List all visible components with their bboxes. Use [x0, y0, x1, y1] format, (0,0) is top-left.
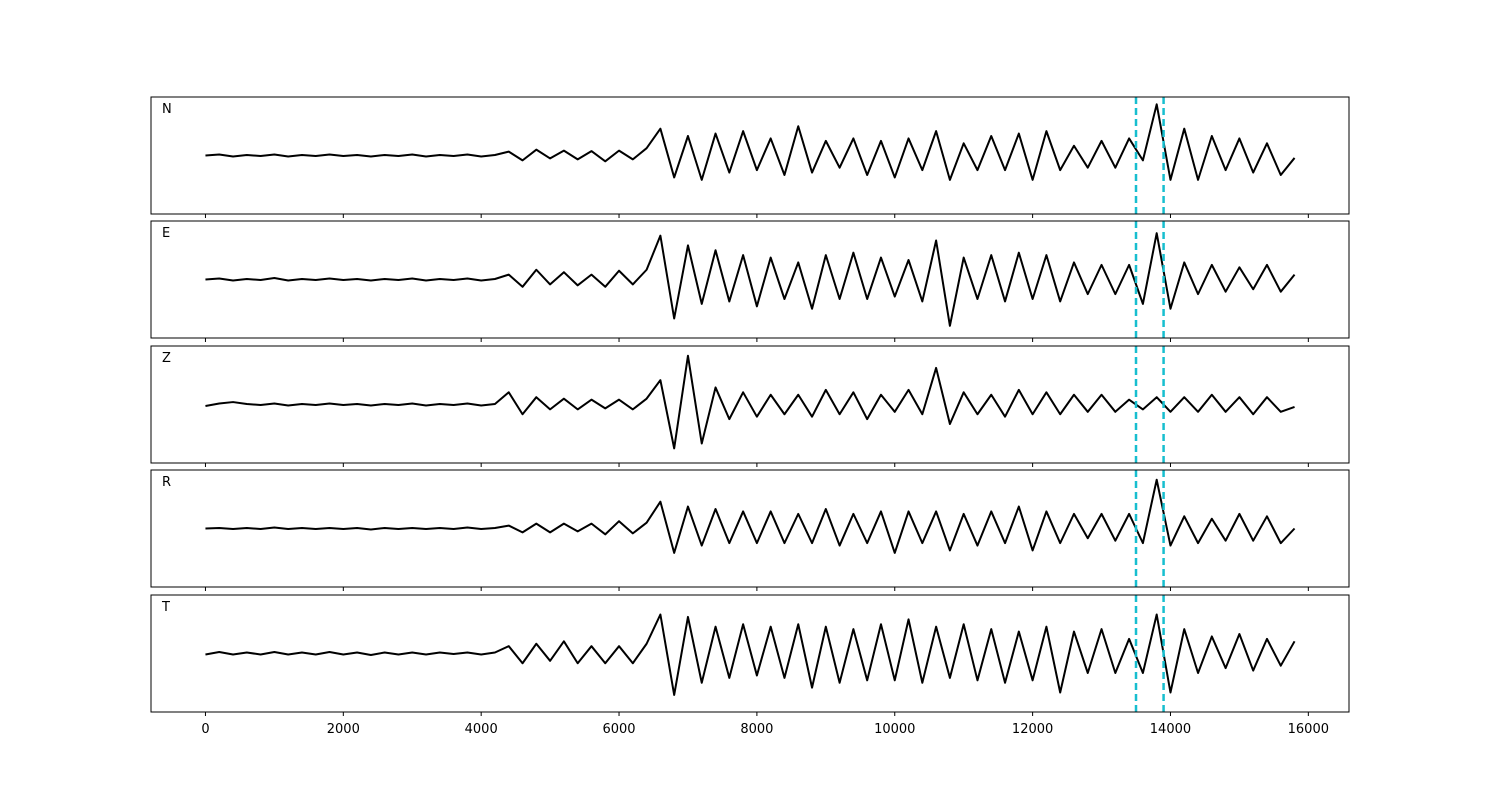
trace	[205, 103, 1296, 181]
panel-label: Z	[162, 351, 171, 366]
panel-label: N	[162, 102, 172, 117]
panel-frame	[150, 220, 1350, 339]
x-tick-label: 8000	[740, 722, 773, 737]
trace	[205, 613, 1296, 696]
x-tick-label: 10000	[874, 722, 915, 737]
panel-frame	[150, 96, 1350, 215]
trace	[205, 354, 1295, 450]
x-tick-label: 4000	[465, 722, 498, 737]
panel-frame	[150, 469, 1350, 588]
x-tick-label: 12000	[1012, 722, 1053, 737]
trace	[205, 232, 1296, 327]
trace	[205, 478, 1296, 554]
x-tick-label: 16000	[1288, 722, 1329, 737]
x-tick-label: 6000	[602, 722, 635, 737]
panel-label: T	[161, 600, 170, 615]
panel-label: R	[162, 475, 171, 490]
x-tick-label: 2000	[327, 722, 360, 737]
panel-frame	[150, 594, 1350, 713]
x-tick-label: 0	[201, 722, 209, 737]
panel-label: E	[162, 226, 170, 241]
panel-frame	[150, 345, 1350, 464]
x-tick-label: 14000	[1150, 722, 1191, 737]
